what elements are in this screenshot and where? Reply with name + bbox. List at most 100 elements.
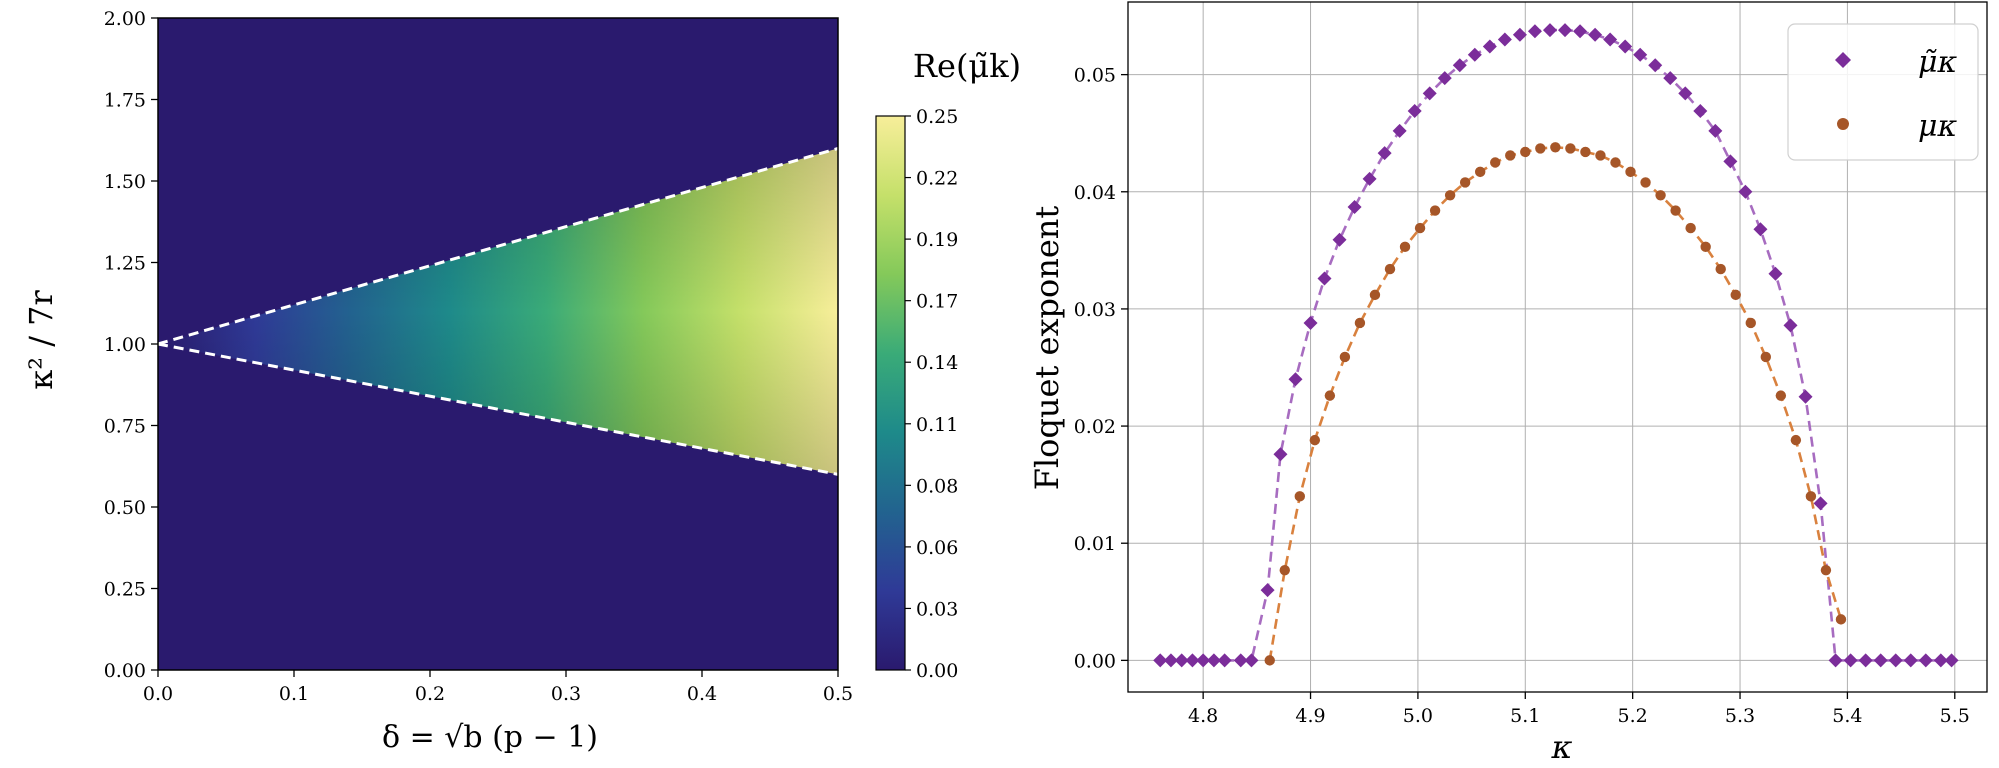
data-point-mu-tilde [1392,123,1407,138]
data-point-mu [1490,157,1501,168]
data-point-mu-tilde [1527,24,1542,39]
scatter-y-tick-label: 0.05 [1074,65,1116,87]
heatmap-y-tick-label: 0.00 [104,660,146,682]
colorbar-tick-label: 0.19 [916,229,958,251]
data-point-mu [1745,317,1756,329]
heatmap-x-tick-label: 0.5 [823,683,853,705]
scatter-x-tick-label: 5.1 [1510,705,1540,727]
heatmap-x-ticks: 0.0 0.1 0.2 0.3 0.4 0.5 [143,670,853,705]
data-point-mu-tilde [1603,32,1618,47]
instability-tongue-shading [158,148,838,475]
data-point-mu-tilde [1888,653,1903,668]
data-point-mu-tilde [1738,184,1753,199]
data-point-mu [1580,146,1591,158]
data-point-mu-tilde [1233,653,1248,668]
data-point-mu [1820,564,1832,576]
data-point-mu-tilde [1843,653,1858,668]
colorbar-tick-label: 0.06 [916,537,958,559]
data-point-mu-tilde [1422,86,1437,101]
legend-label-mu-tilde: μ̃κ [1918,45,1957,80]
data-point-mu-tilde [1244,653,1259,668]
data-point-mu [1700,241,1711,253]
data-point-mu-tilde [1163,653,1178,668]
scatter-y-ticks: 0.00 0.01 0.02 0.03 0.04 0.05 [1074,65,1128,672]
colorbar-tick-label: 0.08 [916,475,958,497]
colorbar-scale [875,115,906,671]
data-point-mu [1730,289,1741,301]
data-point-mu-tilde [1288,372,1303,387]
data-point-mu [1610,157,1621,168]
data-point-mu [1760,351,1772,363]
heatmap-x-tick-label: 0.4 [687,683,717,705]
colorbar-tick-label: 0.03 [916,598,958,620]
colorbar-tick-label: 0.17 [916,291,958,313]
data-point-mu-tilde [1858,653,1873,668]
heatmap-y-tick-label: 1.25 [104,253,146,275]
data-point-mu [1790,434,1802,446]
data-point-mu-tilde [1303,315,1318,330]
data-point-mu-tilde [1753,222,1768,237]
scatter-x-tick-label: 5.3 [1725,705,1755,727]
data-point-mu-tilde [1497,32,1512,47]
heatmap-panel: 0.0 0.1 0.2 0.3 0.4 0.5 0.00 0.25 0.50 0.75 1.00 1… [22,8,853,755]
data-point-mu [1625,166,1636,178]
heatmap-x-tick-label: 0.0 [143,683,173,705]
data-point-mu [1550,142,1561,153]
data-point-mu [1715,263,1726,275]
data-point-mu [1414,222,1426,234]
colorbar-tick-label: 0.25 [916,106,958,128]
fit-curve-mu [1268,145,1843,661]
data-point-mu-tilde [1708,123,1723,138]
scatter-y-tick-label: 0.04 [1074,182,1116,204]
data-point-mu-tilde [1828,653,1843,668]
data-point-mu [1505,150,1516,161]
data-point-mu [1309,434,1321,446]
colorbar-tick-label: 0.22 [916,168,958,190]
heatmap-y-tick-label: 1.50 [104,171,146,193]
data-point-mu-tilde [1482,39,1497,54]
heatmap-y-tick-label: 0.75 [104,416,146,438]
data-point-mu-tilde [1723,154,1738,169]
data-point-mu [1384,263,1396,275]
colorbar-tick-label: 0.11 [916,414,958,436]
data-point-mu [1520,146,1531,158]
scatter-y-tick-label: 0.03 [1074,299,1116,321]
heatmap-x-tick-label: 0.1 [279,683,309,705]
data-point-mu-tilde [1185,653,1200,668]
data-point-mu [1339,351,1351,363]
scatter-y-tick-label: 0.01 [1074,533,1116,555]
scatter-x-tick-label: 5.0 [1403,705,1433,727]
data-point-mu [1399,241,1411,253]
data-point-mu-tilde [1512,27,1527,42]
scatter-x-tick-label: 4.9 [1295,705,1325,727]
data-point-mu-tilde [1693,103,1708,118]
data-point-mu [1595,150,1606,161]
data-point-mu [1655,190,1666,201]
scatter-frame [1127,1,1988,693]
heatmap-y-ticks: 0.00 0.25 0.50 0.75 1.00 1.25 1.50 1.75 2.00 [104,8,158,682]
data-point-mu-tilde [1618,39,1633,54]
scatter-panel: 4.8 4.9 5.0 5.1 5.2 5.3 5.4 5.5 0.000.010.020.0… [1028,1,1988,766]
heatmap-y-tick-label: 0.25 [104,579,146,601]
data-point-mu [1459,177,1471,188]
data-point-mu-tilde [1260,583,1275,598]
data-point-mu-tilde [1206,653,1221,668]
data-point-mu-tilde [1542,23,1557,38]
data-point-mu-tilde [1768,266,1783,281]
legend-marker-mu [1837,118,1849,130]
data-point-mu [1805,491,1817,502]
heatmap-x-tick-label: 0.3 [551,683,581,705]
data-point-mu-tilde [1452,58,1467,73]
data-point-mu-tilde [1573,24,1588,39]
lower-boundary-line [157,342,839,476]
data-point-mu-tilde [1196,653,1211,668]
heatmap-y-tick-label: 0.50 [104,497,146,519]
scatter-x-tick-label: 4.8 [1188,705,1218,727]
scatter-x-tick-label: 5.5 [1940,705,1970,727]
data-point-mu-tilde [1273,447,1288,462]
data-point-mu [1835,614,1847,625]
heatmap-y-tick-label: 1.00 [104,334,146,356]
data-point-mu [1279,564,1290,576]
scatter-x-ticks: 4.8 4.9 5.0 5.1 5.2 5.3 5.4 5.5 [1188,692,1970,727]
